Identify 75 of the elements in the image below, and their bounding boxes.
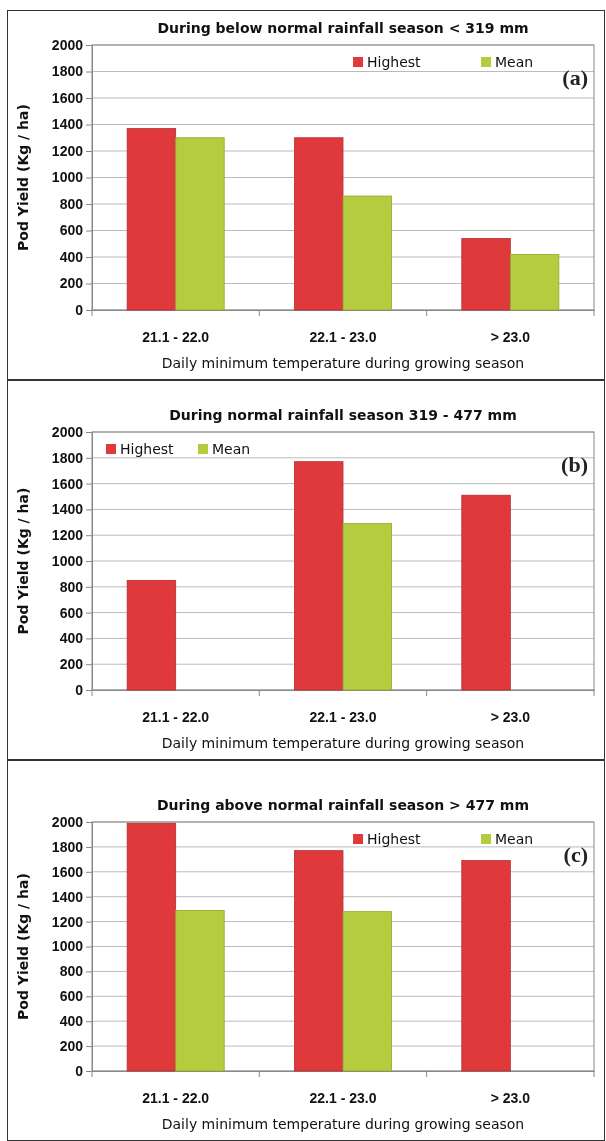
annotation: (b) bbox=[561, 452, 588, 477]
y-tick-label: 1600 bbox=[51, 475, 84, 492]
bar bbox=[461, 238, 511, 311]
x-axis-title: Daily minimum temperature during growing season bbox=[161, 735, 525, 751]
y-tick-label: 1000 bbox=[51, 552, 84, 569]
bar bbox=[294, 461, 344, 691]
y-tick-label: 800 bbox=[59, 578, 84, 595]
y-tick-label: 1800 bbox=[51, 838, 84, 855]
bar bbox=[294, 850, 344, 1072]
annotation: (a) bbox=[562, 65, 588, 90]
y-tick-label: 1800 bbox=[51, 63, 84, 80]
y-tick-label: 1000 bbox=[51, 938, 84, 955]
y-tick-label: 800 bbox=[59, 195, 84, 212]
y-axis-title: Pod Yield (Kg / ha) bbox=[15, 104, 31, 251]
x-tick-label: 21.1 - 22.0 bbox=[142, 328, 210, 345]
bar bbox=[342, 523, 392, 691]
y-tick-label: 200 bbox=[59, 1038, 84, 1055]
bar bbox=[175, 910, 225, 1072]
chart-title: During below normal rainfall season < 319 mm bbox=[157, 20, 529, 36]
x-tick-label: 22.1 - 23.0 bbox=[309, 328, 377, 345]
bar bbox=[342, 911, 392, 1072]
y-tick-label: 200 bbox=[59, 656, 84, 673]
y-tick-label: 600 bbox=[59, 604, 84, 621]
y-tick-label: 0 bbox=[75, 301, 84, 318]
bar bbox=[126, 579, 177, 691]
y-axis-title: Pod Yield (Kg / ha) bbox=[15, 487, 31, 635]
x-tick-label: 21.1 - 22.0 bbox=[142, 708, 210, 725]
bar bbox=[126, 822, 177, 1072]
legend-label: Mean bbox=[495, 831, 534, 847]
y-tick-label: 1000 bbox=[51, 169, 84, 186]
legend-label: Highest bbox=[367, 831, 422, 847]
y-tick-label: 2000 bbox=[51, 423, 84, 440]
y-tick-label: 1400 bbox=[51, 501, 84, 518]
y-tick-label: 1400 bbox=[51, 116, 84, 133]
legend-label: Highest bbox=[367, 54, 422, 70]
annotation: (c) bbox=[563, 842, 588, 867]
y-tick-label: 0 bbox=[75, 681, 84, 698]
bar bbox=[294, 137, 344, 311]
x-tick-label: 22.1 - 23.0 bbox=[309, 1089, 377, 1106]
bar bbox=[461, 860, 511, 1072]
x-tick-label: > 23.0 bbox=[490, 1089, 531, 1106]
x-axis-title: Daily minimum temperature during growing season bbox=[161, 355, 525, 371]
legend-label: Highest bbox=[120, 441, 175, 457]
chart-title: During normal rainfall season 319 - 477 mm bbox=[169, 407, 517, 423]
bar bbox=[342, 195, 392, 311]
x-axis-title: Daily minimum temperature during growing season bbox=[161, 1116, 525, 1132]
y-tick-label: 600 bbox=[59, 988, 84, 1005]
chart-title: During above normal rainfall season > 477 mm bbox=[156, 797, 530, 813]
y-tick-label: 600 bbox=[59, 222, 84, 239]
y-tick-label: 800 bbox=[59, 963, 84, 980]
y-tick-label: 1800 bbox=[51, 449, 84, 466]
bar bbox=[175, 137, 225, 311]
y-tick-label: 1600 bbox=[51, 863, 84, 880]
y-tick-label: 0 bbox=[75, 1062, 84, 1079]
y-tick-label: 1200 bbox=[51, 142, 84, 159]
y-tick-label: 1400 bbox=[51, 888, 84, 905]
y-tick-label: 400 bbox=[59, 630, 84, 647]
y-tick-label: 1200 bbox=[51, 527, 84, 544]
bar bbox=[461, 494, 511, 691]
x-tick-label: > 23.0 bbox=[490, 708, 531, 725]
x-tick-label: 22.1 - 23.0 bbox=[309, 708, 377, 725]
y-tick-label: 1200 bbox=[51, 913, 84, 930]
legend-label: Mean bbox=[495, 54, 534, 70]
y-tick-label: 2000 bbox=[51, 813, 84, 830]
bar bbox=[509, 253, 560, 311]
y-tick-label: 1600 bbox=[51, 89, 84, 106]
legend-label: Mean bbox=[212, 441, 251, 457]
x-tick-label: 21.1 - 22.0 bbox=[142, 1089, 210, 1106]
y-tick-label: 400 bbox=[59, 248, 84, 265]
bar bbox=[126, 128, 177, 311]
y-tick-label: 2000 bbox=[51, 36, 84, 53]
x-tick-label: > 23.0 bbox=[490, 328, 531, 345]
y-axis-title: Pod Yield (Kg / ha) bbox=[15, 873, 31, 1020]
y-tick-label: 200 bbox=[59, 275, 84, 292]
y-tick-label: 400 bbox=[59, 1013, 84, 1030]
